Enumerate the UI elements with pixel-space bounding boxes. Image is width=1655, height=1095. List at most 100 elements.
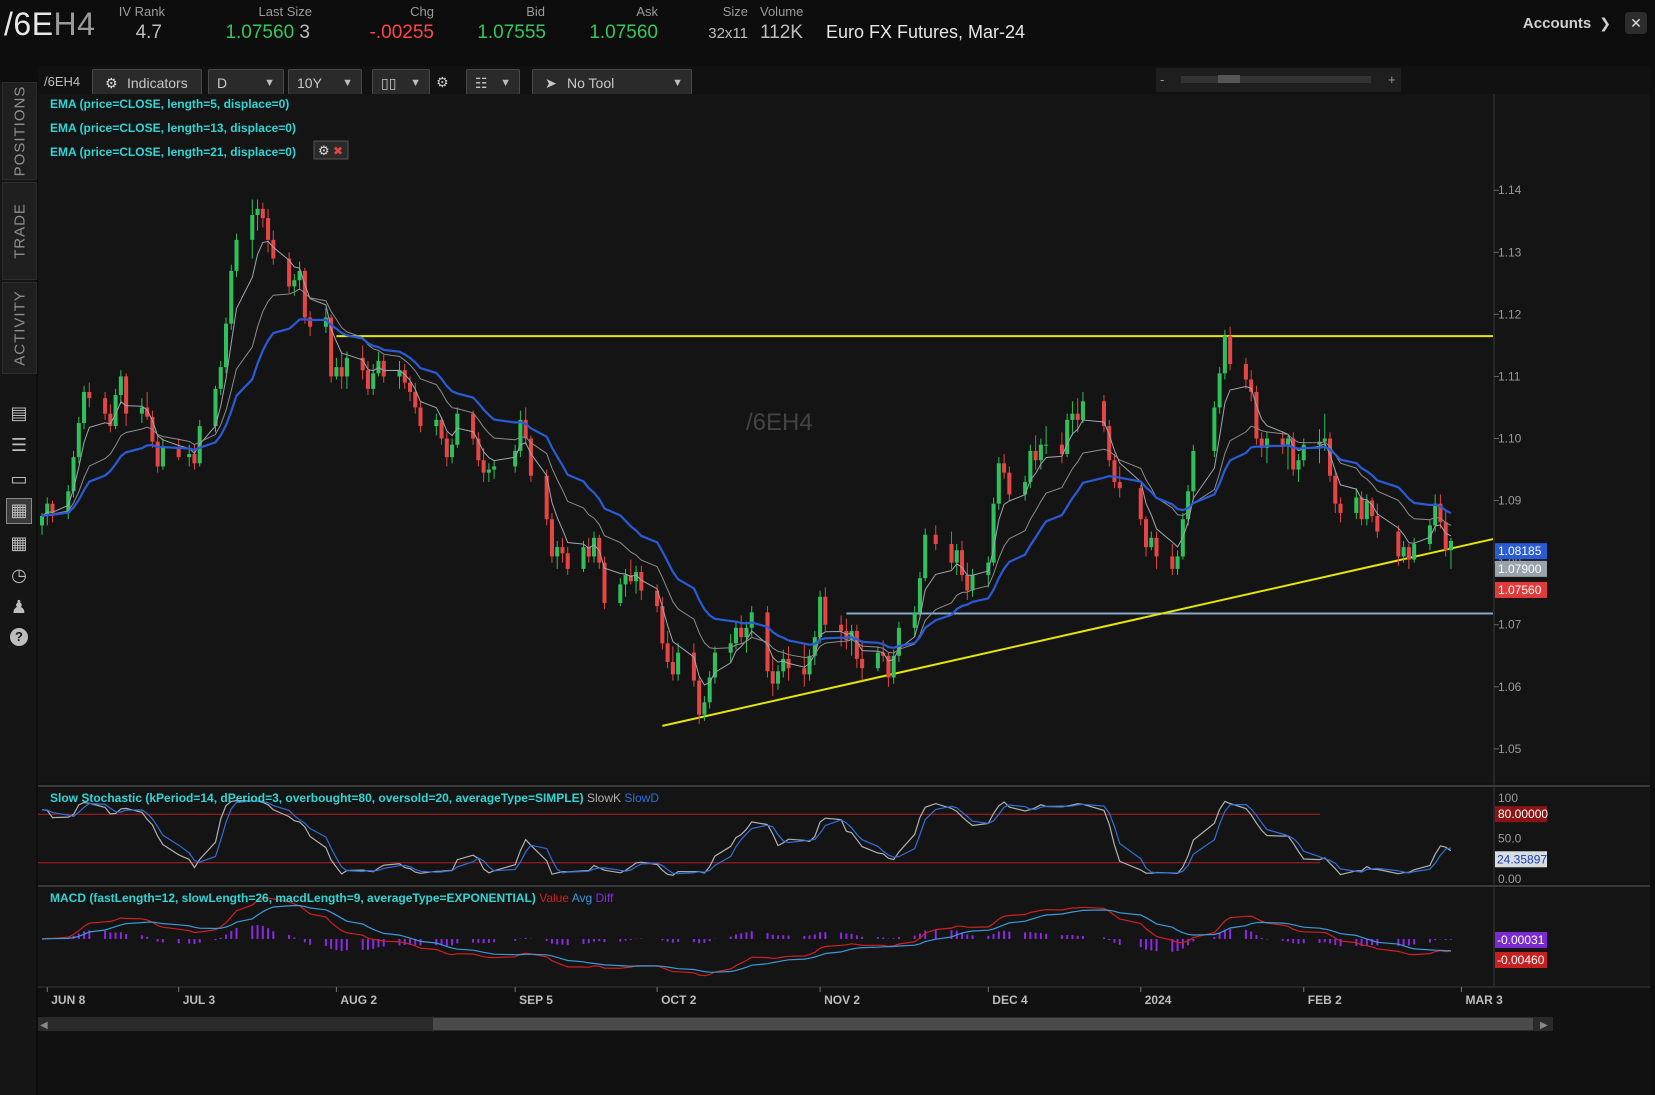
candle-body (476, 438, 481, 461)
chart-canvas[interactable]: /6EH41.141.131.121.111.101.091.081.071.0… (38, 66, 1650, 1095)
candle-body (996, 463, 1001, 504)
chart-area[interactable]: /6EH4 ⚙ Indicators D ▼ 10Y ▼ ▯▯ ▼ ⚙ ☷ ▼ ➤ No… (38, 66, 1650, 1095)
candle-body (965, 575, 970, 591)
candle-body (223, 323, 229, 368)
candle-body (860, 658, 865, 669)
candle-body (1059, 444, 1064, 455)
slowd-line (41, 800, 1452, 875)
candle-body (854, 630, 859, 659)
scroll-left-icon: ◀ (40, 1020, 48, 1031)
candle-body (1322, 438, 1327, 442)
close-icon[interactable]: ✕ (1625, 12, 1647, 34)
candle-body (50, 503, 55, 513)
zoom-track (1181, 76, 1371, 83)
gear-icon[interactable]: ⚙ (436, 74, 449, 90)
candle-body (360, 357, 365, 371)
candle-body (1427, 525, 1432, 545)
chart-icon[interactable]: ▦ (6, 498, 32, 524)
candle-body (450, 444, 455, 458)
candle-body (886, 655, 891, 678)
candle-body (381, 360, 386, 377)
chevron-down-icon: ▼ (264, 77, 275, 89)
candle-body (1075, 413, 1080, 420)
notes-icon[interactable]: ▤ (10, 403, 28, 423)
candle-body (481, 460, 486, 473)
y-tick-label: 1.06 (1498, 680, 1522, 694)
candles-icon: ▯▯ (381, 75, 397, 91)
accounts-dropdown[interactable]: Accounts ❯ (1522, 15, 1611, 32)
legend-control-box (313, 140, 349, 160)
ema-13-line (41, 288, 1452, 659)
candle-body (665, 643, 670, 662)
candle-body (1301, 444, 1306, 461)
ema-21-line (41, 318, 1452, 649)
candle-body (339, 367, 344, 377)
candle-body (655, 590, 660, 607)
x-tick-label: NOV 2 (824, 993, 860, 1007)
macd-avg-line (41, 904, 1451, 973)
monitor-icon[interactable]: ▭ (10, 469, 28, 489)
macd-value-box (1495, 952, 1547, 968)
x-tick-label: FEB 2 (1308, 993, 1342, 1007)
list-icon[interactable]: ☰ (10, 435, 28, 455)
candle-body (881, 652, 886, 656)
close-icon: ✖ (333, 144, 343, 158)
candle-body (1370, 500, 1375, 517)
candle-body (560, 547, 565, 554)
candle-body (1070, 413, 1075, 420)
candle-body (344, 357, 349, 377)
candle-body (87, 391, 92, 399)
history-icon[interactable]: ◷ (11, 565, 27, 585)
macd-value-line (41, 897, 1451, 977)
price-axis-label: 1.07900 (1495, 560, 1547, 577)
candle-body (418, 407, 423, 427)
zoom-in-icon: + (1388, 72, 1396, 87)
y-tick-label: 1.07 (1498, 618, 1522, 632)
candle-body (1291, 438, 1296, 470)
candle-body (455, 413, 460, 445)
candle-body (1317, 441, 1322, 445)
candle-body (513, 450, 518, 467)
candle-body (1175, 556, 1180, 569)
candle-body (812, 637, 817, 656)
cursor-icon: ➤ (545, 75, 557, 91)
candle-body (555, 547, 560, 557)
tab-trade[interactable]: TRADE (2, 182, 37, 280)
candle-body (103, 398, 108, 414)
candle-body (1285, 438, 1290, 445)
candle-body (139, 407, 144, 414)
candle-body (1296, 460, 1301, 470)
grid-icon[interactable]: ▦ (10, 533, 28, 553)
series-label: SlowD (624, 791, 659, 805)
candle-body (618, 584, 623, 603)
candle-body (397, 370, 402, 377)
aggregation-select[interactable]: D ▼ (208, 69, 284, 95)
flask-icon: ⚙ (105, 75, 118, 91)
iv-rank-value: 4.7 (135, 22, 162, 43)
candle-body (660, 606, 665, 644)
tab-positions[interactable]: POSITIONS (2, 82, 37, 180)
candle-body (155, 441, 160, 467)
chevron-down-icon: ▼ (500, 77, 511, 89)
candle-body (434, 419, 439, 427)
candle-body (229, 270, 234, 324)
help-icon[interactable]: ? (10, 628, 28, 646)
candle-body (676, 652, 681, 675)
series-label: SlowK (587, 791, 624, 805)
tab-activity[interactable]: ACTIVITY (2, 282, 37, 374)
candle-body (250, 215, 255, 240)
x-tick-label: OCT 2 (661, 993, 697, 1007)
y-tick-label: 1.14 (1498, 183, 1522, 197)
candle-body (707, 677, 712, 703)
candle-body (949, 544, 954, 563)
candle-body (639, 571, 644, 591)
y-tick-label: 1.10 (1498, 432, 1522, 446)
chart-symbol[interactable]: /6EH4 (44, 74, 81, 89)
candle-body (1186, 491, 1191, 520)
zoom-thumb (1218, 75, 1240, 83)
candle-body (807, 655, 812, 675)
stochastic-value-label: 24.35897 (1497, 852, 1547, 866)
candle-body (407, 382, 413, 392)
candle-body (749, 612, 754, 628)
people-icon[interactable]: ♟ (10, 597, 28, 617)
